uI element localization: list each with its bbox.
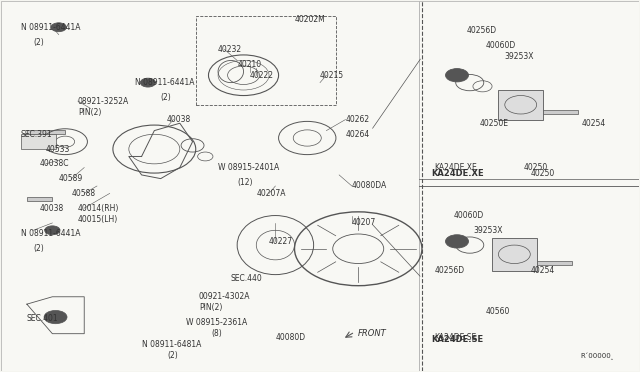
Text: PIN(2): PIN(2) (78, 108, 101, 117)
Text: 40038: 40038 (167, 115, 191, 124)
Text: SEC.401: SEC.401 (27, 314, 58, 323)
Text: 40015(LH): 40015(LH) (78, 215, 118, 224)
Text: R´00000‸: R´00000‸ (580, 352, 613, 359)
Circle shape (51, 23, 67, 32)
Text: 40060D: 40060D (454, 211, 484, 220)
Text: 40250: 40250 (531, 169, 554, 177)
Text: 40254: 40254 (581, 119, 605, 128)
Text: 40222: 40222 (250, 71, 274, 80)
Text: 40207A: 40207A (256, 189, 286, 198)
Text: 00921-4302A: 00921-4302A (199, 292, 250, 301)
Bar (27, 129, 65, 134)
Bar (537, 261, 572, 265)
Text: 39253X: 39253X (505, 52, 534, 61)
Text: (2): (2) (161, 93, 172, 102)
Text: 40256D: 40256D (435, 266, 465, 275)
Text: W 08915-2401A: W 08915-2401A (218, 163, 279, 172)
Text: 40589: 40589 (59, 174, 83, 183)
Text: (12): (12) (237, 178, 253, 187)
Text: 39253X: 39253X (473, 226, 502, 235)
Text: 08921-3252A: 08921-3252A (78, 97, 129, 106)
Text: 40207: 40207 (352, 218, 376, 227)
Text: (2): (2) (33, 244, 44, 253)
Circle shape (140, 78, 156, 87)
Text: 40202M: 40202M (294, 15, 325, 24)
Text: 40038C: 40038C (40, 159, 69, 169)
Text: 40264: 40264 (346, 130, 370, 139)
Bar (1, 1, 419, 371)
Bar (492, 238, 537, 271)
Text: 40215: 40215 (320, 71, 344, 80)
Text: N 08911-6441A: N 08911-6441A (20, 230, 80, 238)
Circle shape (44, 310, 67, 324)
Text: (2): (2) (33, 38, 44, 46)
Text: (2): (2) (167, 351, 178, 360)
Text: FRONT: FRONT (358, 329, 387, 338)
Circle shape (45, 226, 60, 235)
Text: 40254: 40254 (531, 266, 554, 275)
Text: SEC.440: SEC.440 (231, 274, 262, 283)
Text: 40060D: 40060D (486, 41, 516, 50)
Text: 40250: 40250 (524, 163, 548, 172)
Text: N 08911-6441A: N 08911-6441A (20, 23, 80, 32)
Text: 40080D: 40080D (275, 333, 305, 342)
Text: (8): (8) (212, 329, 223, 338)
Text: KA24DE.SE: KA24DE.SE (431, 335, 484, 344)
Text: 40256D: 40256D (467, 26, 497, 35)
Text: KA24DE.XE: KA24DE.XE (431, 169, 484, 177)
Bar (20, 134, 56, 149)
Text: 40210: 40210 (237, 60, 261, 69)
Circle shape (445, 235, 468, 248)
Text: 40262: 40262 (346, 115, 370, 124)
Bar (419, 1, 639, 371)
Circle shape (445, 68, 468, 82)
Text: PIN(2): PIN(2) (199, 303, 222, 312)
Text: 40588: 40588 (72, 189, 95, 198)
Text: N 08911-6481A: N 08911-6481A (141, 340, 201, 349)
Text: 40080DA: 40080DA (352, 182, 387, 190)
Text: 40227: 40227 (269, 237, 293, 246)
Text: SEC.391: SEC.391 (20, 130, 52, 139)
Text: 40038: 40038 (40, 203, 64, 213)
Text: 40232: 40232 (218, 45, 242, 54)
Text: KA24DE.SE: KA24DE.SE (435, 333, 477, 342)
Text: 40533: 40533 (46, 145, 70, 154)
Bar (196, 16, 336, 105)
Text: 40014(RH): 40014(RH) (78, 203, 119, 213)
Text: N 08911-6441A: N 08911-6441A (135, 78, 195, 87)
Text: 40250E: 40250E (479, 119, 508, 128)
Text: W 08915-2361A: W 08915-2361A (186, 318, 248, 327)
Text: KA24DE.XE: KA24DE.XE (435, 163, 477, 172)
Bar (543, 110, 578, 114)
Bar (27, 197, 52, 201)
Bar (499, 90, 543, 119)
Text: 40560: 40560 (486, 307, 510, 316)
